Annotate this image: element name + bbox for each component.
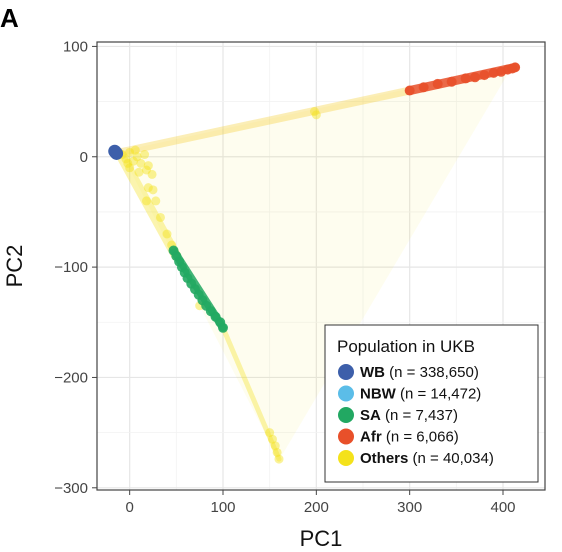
point-afr [510,62,521,73]
point-others [272,447,282,457]
y-tick-label: −200 [54,369,88,386]
point-others [265,428,275,438]
point-sa [218,322,228,333]
legend-label-afr: Afr (n = 6,066) [360,429,459,446]
point-afr [432,78,443,89]
others-band-to-afr [116,86,414,157]
point-afr [479,70,490,81]
data-points [108,62,521,464]
x-tick-label: 0 [125,499,133,516]
point-others [311,110,321,120]
legend-label-others: Others (n = 40,034) [360,450,494,467]
legend-label-wb: WB (n = 338,650) [360,364,479,381]
axis-ticks: 0 100 200 300 400 100 0 −100 −200 −300 [54,38,515,516]
point-others [270,441,280,451]
others-diffuse-cloud [120,66,513,461]
point-others [140,150,150,160]
point-others [274,454,284,464]
others-band-to-sa [115,149,182,262]
point-others [143,183,153,193]
legend-key-sa [338,407,354,423]
point-wb [108,144,122,158]
legend-label-sa: SA (n = 7,437) [360,407,458,424]
legend-label-nbw: NBW (n = 14,472) [360,386,481,403]
panel-letter: A [0,3,19,33]
point-others [128,156,138,166]
legend-key-wb [338,364,354,380]
point-others [267,434,277,444]
point-others [148,185,158,195]
x-tick-label: 200 [304,499,329,516]
point-afr [460,73,471,84]
point-others [134,167,144,177]
legend-box [324,324,539,483]
point-others [125,163,135,173]
point-others [121,154,131,164]
x-tick-label: 400 [490,499,515,516]
point-others [130,145,140,155]
legend-key-nbw [338,385,354,402]
point-others [125,147,135,157]
point-others [136,158,146,168]
point-others [143,161,153,171]
point-others [141,196,151,206]
point-others [162,229,172,239]
x-tick-label: 100 [210,499,235,516]
x-tick-label: 300 [397,499,422,516]
point-others [309,107,319,117]
y-tick-label: 100 [63,38,88,55]
point-afr [418,82,429,93]
point-others [151,196,161,206]
y-tick-label: −300 [54,480,88,497]
point-others [155,212,165,222]
point-afr [488,67,499,78]
point-others [123,158,133,168]
plot-frame [96,41,546,491]
legend-key-others [338,450,354,466]
legend-title: Population in UKB [337,337,475,356]
legend-entries: WB (n = 338,650) NBW (n = 14,472) SA (n = … [338,364,494,467]
point-afr [470,72,480,83]
legend: Population in UKB WB (n = 338,650) NBW (n… [324,324,539,483]
legend-key-afr [338,428,354,445]
y-tick-label: 0 [80,149,88,166]
point-others [147,169,157,179]
others-band-lower [220,325,282,462]
y-axis-title: PC2 [2,245,27,288]
y-tick-label: −100 [54,259,88,276]
point-afr [404,85,415,96]
x-axis-title: PC1 [300,526,343,551]
point-others [141,165,151,175]
point-others [132,152,142,162]
point-afr [446,76,457,87]
